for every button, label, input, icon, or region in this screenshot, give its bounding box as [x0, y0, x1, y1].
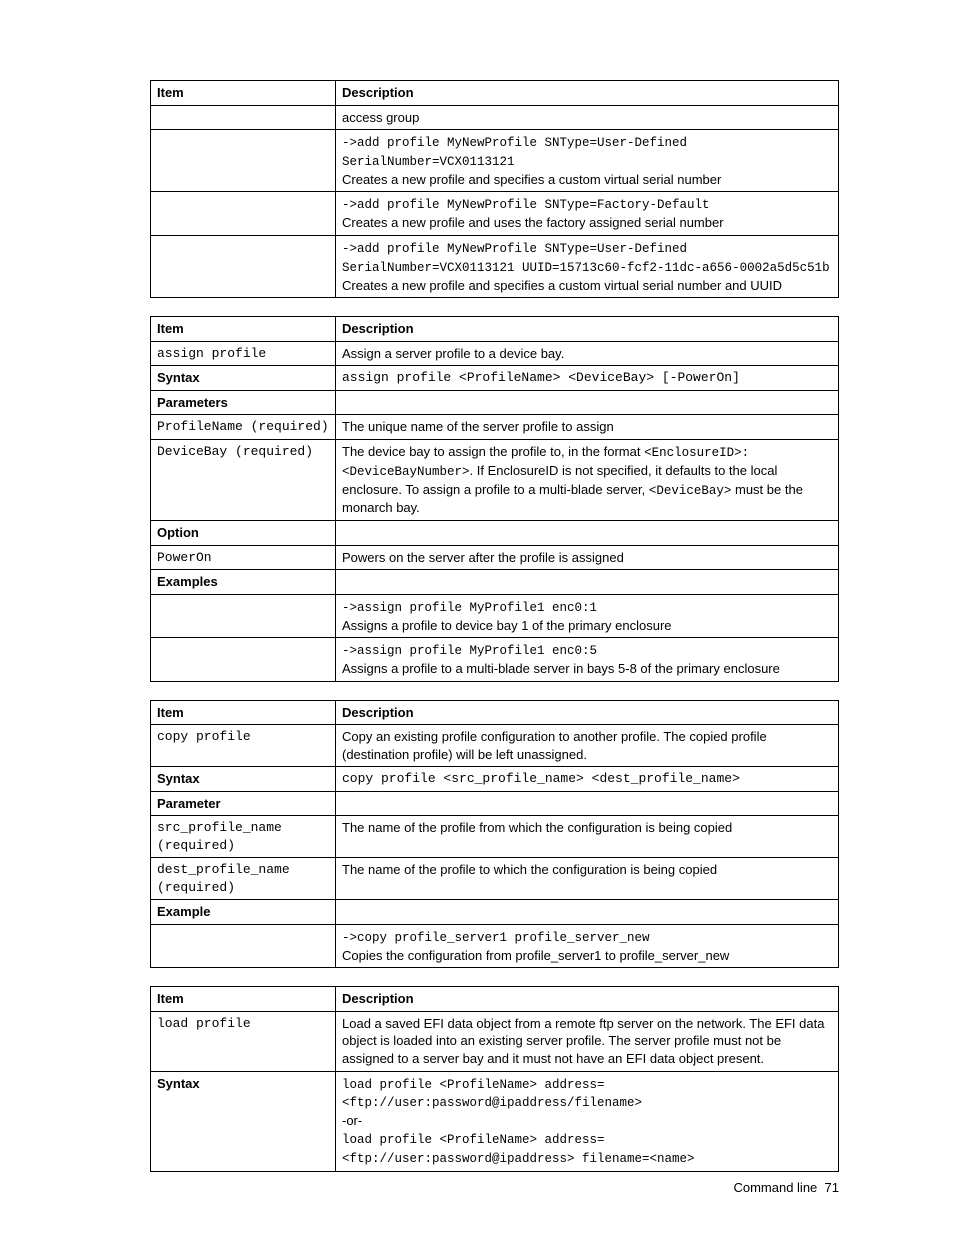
- command: ->add profile MyNewProfile SNType=Factor…: [342, 198, 710, 212]
- cell: load profile <ProfileName> address=<ftp:…: [336, 1071, 839, 1171]
- cell: ->add profile MyNewProfile SNType=User-D…: [336, 235, 839, 297]
- page-footer: Command line 71: [733, 1180, 839, 1195]
- cell: assign profile: [151, 341, 336, 366]
- cell: [151, 235, 336, 297]
- command: ->add profile MyNewProfile SNType=User-D…: [342, 136, 687, 169]
- cell: Assign a server profile to a device bay.: [336, 341, 839, 366]
- table-add-profile: Item Description access group ->add prof…: [150, 80, 839, 298]
- text: -or-: [342, 1113, 362, 1128]
- cell: Syntax: [151, 767, 336, 792]
- table-load-profile: Item Description load profile Load a sav…: [150, 986, 839, 1171]
- cell: Parameters: [151, 390, 336, 415]
- cell: ->add profile MyNewProfile SNType=User-D…: [336, 130, 839, 192]
- cell: copy profile: [151, 725, 336, 767]
- cell: [336, 791, 839, 816]
- header-description: Description: [336, 81, 839, 106]
- cell: ->add profile MyNewProfile SNType=Factor…: [336, 192, 839, 235]
- description: Assigns a profile to a multi-blade serve…: [342, 661, 780, 676]
- description: Creates a new profile and specifies a cu…: [342, 172, 721, 187]
- cell: DeviceBay (required): [151, 439, 336, 520]
- header-description: Description: [336, 987, 839, 1012]
- cell: ProfileName (required): [151, 415, 336, 440]
- text: The device bay to assign the profile to,…: [342, 444, 644, 459]
- header-description: Description: [336, 317, 839, 342]
- cell: ->assign profile MyProfile1 enc0:1 Assig…: [336, 594, 839, 637]
- cell: [336, 521, 839, 546]
- footer-text: Command line: [733, 1180, 817, 1195]
- cell: Examples: [151, 570, 336, 595]
- cell: Syntax: [151, 1071, 336, 1171]
- cell: Powers on the server after the profile i…: [336, 545, 839, 570]
- cell: Copy an existing profile configuration t…: [336, 725, 839, 767]
- cell: [151, 924, 336, 967]
- description: Assigns a profile to device bay 1 of the…: [342, 618, 672, 633]
- table-assign-profile: Item Description assign profile Assign a…: [150, 316, 839, 681]
- cell: ->assign profile MyProfile1 enc0:5 Assig…: [336, 638, 839, 681]
- cell: [151, 638, 336, 681]
- cell: copy profile <src_profile_name> <dest_pr…: [336, 767, 839, 792]
- cell: dest_profile_name (required): [151, 858, 336, 900]
- header-item: Item: [151, 700, 336, 725]
- cell: Syntax: [151, 366, 336, 391]
- code: load profile <ProfileName> address=<ftp:…: [342, 1133, 695, 1166]
- cell: Load a saved EFI data object from a remo…: [336, 1011, 839, 1071]
- header-item: Item: [151, 81, 336, 106]
- cell: The name of the profile to which the con…: [336, 858, 839, 900]
- cell: [336, 570, 839, 595]
- page: Item Description access group ->add prof…: [0, 0, 954, 1235]
- command: ->add profile MyNewProfile SNType=User-D…: [342, 242, 830, 275]
- cell: [336, 390, 839, 415]
- cell: [336, 900, 839, 925]
- table-copy-profile: Item Description copy profile Copy an ex…: [150, 700, 839, 969]
- description: Creates a new profile and specifies a cu…: [342, 278, 782, 293]
- cell: [151, 192, 336, 235]
- cell: load profile: [151, 1011, 336, 1071]
- command: ->copy profile_server1 profile_server_ne…: [342, 931, 650, 945]
- command: ->assign profile MyProfile1 enc0:1: [342, 601, 597, 615]
- header-item: Item: [151, 987, 336, 1012]
- cell: Example: [151, 900, 336, 925]
- cell: [151, 594, 336, 637]
- cell: [151, 130, 336, 192]
- description: Creates a new profile and uses the facto…: [342, 215, 724, 230]
- cell: src_profile_name (required): [151, 816, 336, 858]
- description: Copies the configuration from profile_se…: [342, 948, 729, 963]
- header-item: Item: [151, 317, 336, 342]
- cell: The unique name of the server profile to…: [336, 415, 839, 440]
- cell: PowerOn: [151, 545, 336, 570]
- cell: assign profile <ProfileName> <DeviceBay>…: [336, 366, 839, 391]
- cell: access group: [336, 105, 839, 130]
- header-description: Description: [336, 700, 839, 725]
- cell: The name of the profile from which the c…: [336, 816, 839, 858]
- cell: ->copy profile_server1 profile_server_ne…: [336, 924, 839, 967]
- code: load profile <ProfileName> address=<ftp:…: [342, 1078, 642, 1111]
- code: <DeviceBay>: [649, 484, 732, 498]
- cell: Parameter: [151, 791, 336, 816]
- cell: [151, 105, 336, 130]
- page-number: 71: [825, 1180, 839, 1195]
- cell: The device bay to assign the profile to,…: [336, 439, 839, 520]
- cell: Option: [151, 521, 336, 546]
- command: ->assign profile MyProfile1 enc0:5: [342, 644, 597, 658]
